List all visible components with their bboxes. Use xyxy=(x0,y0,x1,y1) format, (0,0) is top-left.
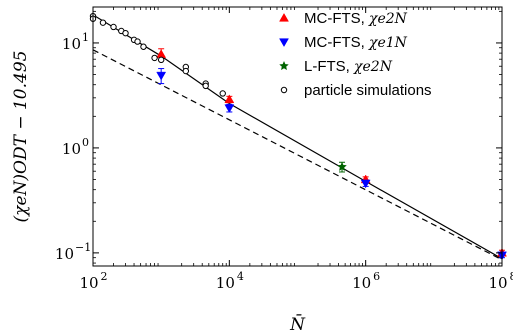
data-point xyxy=(110,23,117,31)
y-tick-label: 10 xyxy=(62,140,81,158)
data-point xyxy=(224,104,235,114)
y-tick-exponent: 1 xyxy=(82,31,89,44)
plot-frame xyxy=(92,6,503,267)
legend-marker xyxy=(279,38,289,48)
legend-entry: L-FTS, χe2N xyxy=(279,58,393,75)
data-point xyxy=(140,43,147,50)
x-axis-ticks: 102104106108 xyxy=(79,7,513,292)
x-tick-exponent: 8 xyxy=(510,270,513,283)
legend-label: MC-FTS, χe2N xyxy=(304,10,408,27)
legend-entry: MC-FTS, χe1N xyxy=(279,34,408,51)
legend-label: MC-FTS, χe1N xyxy=(304,34,408,51)
data-point xyxy=(151,54,158,62)
x-tick-label: 10 xyxy=(352,274,371,292)
y-tick-exponent: 0 xyxy=(82,136,89,149)
legend-marker xyxy=(279,12,289,22)
x-tick-label: 10 xyxy=(216,274,235,292)
series-2 xyxy=(337,161,347,173)
data-point xyxy=(134,38,141,45)
legend-label: particle simulations xyxy=(304,82,432,99)
legend-label: L-FTS, χe2N xyxy=(304,58,393,75)
data-point xyxy=(122,29,129,37)
data-points xyxy=(89,12,507,261)
dashed-fit-line xyxy=(92,49,503,261)
x-axis-label: N̄ xyxy=(289,313,306,335)
data-point xyxy=(337,161,347,172)
x-tick-exponent: 4 xyxy=(237,270,244,283)
x-tick-label: 10 xyxy=(488,274,507,292)
legend-marker xyxy=(279,60,289,71)
data-point xyxy=(360,179,371,189)
y-tick-label: 10 xyxy=(62,35,81,53)
legend-marker xyxy=(280,86,288,94)
data-point xyxy=(99,19,107,26)
data-point xyxy=(224,94,235,104)
legend-entry: particle simulations xyxy=(280,82,432,99)
legend-entry: MC-FTS, χe2N xyxy=(279,10,408,27)
fit-lines xyxy=(92,14,503,261)
y-tick-exponent: −1 xyxy=(75,241,91,254)
legend: MC-FTS, χe2N MC-FTS, χe1N L-FTS, χe2N parti… xyxy=(279,10,432,99)
minor-ticks xyxy=(93,7,502,266)
series-0 xyxy=(156,48,507,257)
data-point xyxy=(219,90,226,97)
x-tick-label: 10 xyxy=(79,274,98,292)
x-tick-exponent: 2 xyxy=(101,270,108,283)
y-tick-label: 10 xyxy=(55,245,74,263)
solid-fit-line xyxy=(92,14,503,260)
data-point xyxy=(202,82,209,90)
data-point xyxy=(156,71,167,81)
data-point xyxy=(157,56,165,64)
x-tick-exponent: 6 xyxy=(373,270,380,283)
y-axis-label: (χeN)ODT − 10.495 xyxy=(11,51,31,223)
data-point xyxy=(182,67,190,75)
